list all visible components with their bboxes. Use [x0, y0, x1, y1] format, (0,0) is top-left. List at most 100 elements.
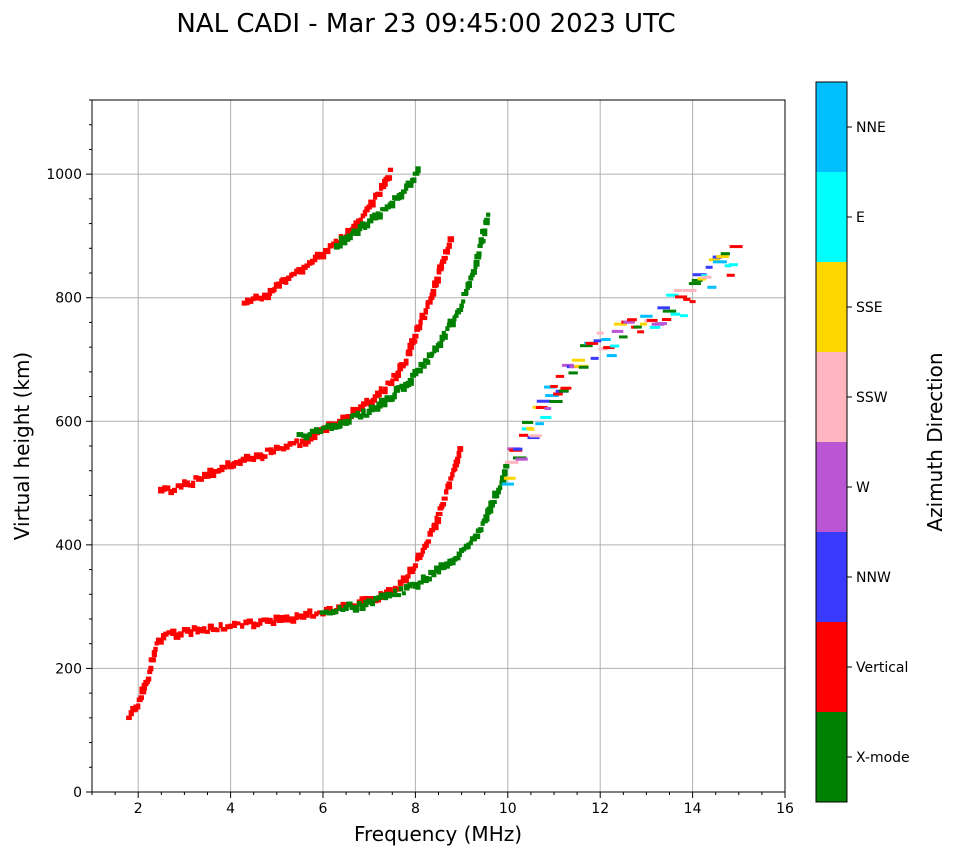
- echo-point: [463, 289, 469, 296]
- echo-point: [396, 385, 403, 390]
- echo-point: [358, 217, 363, 225]
- echo-point: [403, 584, 410, 591]
- echo-point: [307, 608, 313, 615]
- echo-point: [158, 486, 165, 494]
- echo-point: [343, 419, 349, 426]
- echo-point: [417, 580, 424, 585]
- echo-point: [264, 292, 272, 301]
- echo-point: [697, 277, 707, 281]
- echo-point: [610, 344, 620, 348]
- echo-point: [468, 275, 474, 281]
- chart-title: NAL CADI - Mar 23 09:45:00 2023 UTC: [176, 9, 675, 39]
- echo-point: [420, 547, 426, 554]
- echo-point: [412, 563, 418, 569]
- echo-point: [394, 586, 401, 592]
- echo-point: [255, 295, 262, 301]
- echo-point: [692, 273, 707, 277]
- echo-point: [264, 447, 272, 452]
- echo-point: [705, 265, 713, 269]
- echo-point: [177, 631, 184, 638]
- x-tick-label: 14: [684, 801, 702, 817]
- echo-point: [654, 322, 667, 326]
- echo-point: [606, 354, 617, 358]
- echo-point: [231, 461, 237, 469]
- echo-point: [390, 378, 395, 387]
- colorbar-label: SSW: [856, 390, 888, 406]
- echo-point: [363, 413, 370, 418]
- echo-point: [598, 347, 608, 351]
- echo-layer: [126, 166, 743, 721]
- echo-point: [232, 620, 237, 628]
- echo-point: [163, 631, 169, 637]
- grid: [92, 100, 785, 792]
- echo-point: [303, 610, 310, 618]
- colorbar-label: NNW: [856, 570, 891, 586]
- echo-point: [468, 540, 473, 546]
- echo-point: [373, 596, 379, 602]
- x-tick-label: 8: [411, 801, 420, 817]
- echo-point: [351, 412, 359, 418]
- echo-point: [536, 399, 551, 403]
- echo-point: [716, 255, 730, 259]
- echo-point: [317, 610, 323, 615]
- x-axis-title: Frequency (MHz): [354, 822, 522, 846]
- echo-point: [400, 189, 407, 194]
- echo-point: [550, 384, 558, 388]
- colorbar-label: W: [856, 480, 870, 496]
- echo-point: [428, 569, 435, 576]
- echo-point: [225, 624, 230, 630]
- y-tick-label: 0: [73, 785, 82, 801]
- echo-point: [359, 596, 366, 604]
- echo-point: [463, 543, 469, 550]
- echo-point: [375, 211, 381, 220]
- echo-point: [212, 469, 220, 474]
- plot-frame: [91, 99, 786, 793]
- echo-point: [178, 483, 184, 490]
- echo-point: [433, 347, 439, 353]
- echo-point: [363, 595, 369, 602]
- echo-point: [367, 218, 374, 224]
- echo-point: [358, 404, 365, 411]
- echo-point: [398, 586, 404, 592]
- echo-point: [383, 386, 388, 395]
- echo-point: [333, 424, 341, 430]
- echo-point: [544, 385, 556, 389]
- echo-point: [160, 633, 167, 641]
- echo-point: [407, 582, 413, 589]
- echo-point: [425, 576, 432, 582]
- echo-point: [362, 209, 368, 217]
- echo-point: [145, 679, 150, 685]
- echo-point: [688, 282, 701, 286]
- echo-point: [682, 289, 697, 293]
- echo-point: [456, 551, 462, 558]
- echo-point: [466, 542, 471, 550]
- echo-point: [560, 386, 572, 390]
- echo-point: [486, 212, 491, 217]
- echo-point: [410, 566, 417, 571]
- echo-point: [251, 621, 257, 630]
- echo-point: [250, 296, 256, 302]
- echo-point: [150, 657, 156, 663]
- echo-point: [527, 436, 540, 440]
- echo-point: [455, 309, 462, 315]
- echo-point: [269, 287, 275, 294]
- echo-point: [499, 480, 504, 486]
- echo-point: [185, 627, 191, 634]
- echo-point: [679, 314, 688, 318]
- echo-point: [415, 582, 421, 590]
- echo-point: [283, 443, 290, 450]
- echo-point: [387, 167, 394, 172]
- echo-point: [555, 374, 565, 378]
- echo-point: [503, 476, 516, 480]
- echo-point: [627, 318, 637, 322]
- echo-point: [477, 243, 483, 248]
- x-tick-label: 16: [776, 801, 794, 817]
- echo-point: [346, 233, 353, 241]
- echo-point: [320, 425, 326, 431]
- echo-point: [356, 218, 362, 223]
- echo-point: [437, 569, 442, 575]
- echo-point: [302, 438, 309, 447]
- echo-point: [515, 457, 528, 461]
- echo-point: [199, 477, 204, 482]
